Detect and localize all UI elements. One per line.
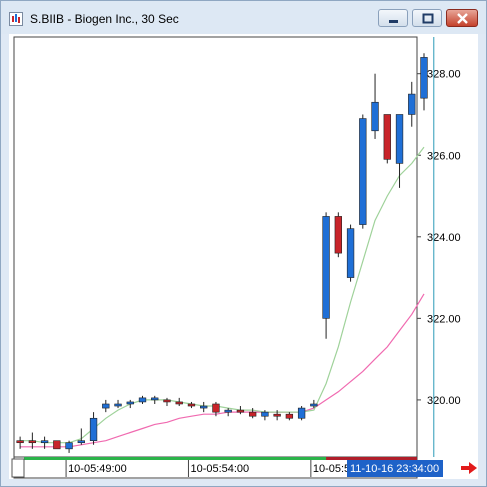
candle: [126, 401, 134, 405]
candle: [420, 57, 428, 99]
close-button[interactable]: [446, 9, 478, 27]
candle: [285, 413, 294, 419]
chart-client-area: 320.00 322.00 324.00 326.00 328.00 10-05:49:…: [9, 34, 478, 479]
candle: [65, 442, 73, 450]
scroll-right-arrow-icon[interactable]: [460, 461, 478, 475]
candle: [187, 403, 196, 407]
y-tick-label: 320.00: [427, 395, 461, 407]
candle: [212, 403, 220, 413]
y-tick-label: 326.00: [427, 150, 461, 162]
window-title: S.BIIB - Biogen Inc., 30 Sec: [30, 12, 179, 26]
candle: [297, 407, 306, 419]
plot-frame: [13, 36, 418, 457]
session-bar: [24, 457, 407, 460]
price-chart[interactable]: 320.00 322.00 324.00 326.00 328.00: [9, 34, 478, 457]
chart-app-icon: [9, 12, 23, 26]
sma-fast-line: [20, 146, 425, 444]
y-tick-label: 322.00: [427, 313, 461, 325]
candle: [359, 118, 367, 225]
candle: [310, 403, 318, 407]
candle: [40, 440, 49, 444]
maximize-button[interactable]: [412, 9, 442, 27]
candle: [53, 440, 61, 450]
candle: [28, 440, 37, 444]
candle: [395, 114, 404, 164]
crosshair-time-box: [347, 460, 443, 477]
sma-slow-line: [20, 293, 425, 448]
candle: [224, 409, 232, 413]
candle: [200, 405, 208, 409]
time-axis: 10-05:49:00 10-05:54:00 10-05:59:0011-10-1…: [11, 457, 443, 479]
candle: [408, 93, 416, 115]
candle: [346, 228, 355, 278]
candle: [248, 411, 257, 417]
maximize-icon: [422, 13, 434, 24]
candle: [114, 403, 122, 407]
crosshair-time-label: 11-10-16 23:34:00: [350, 463, 439, 475]
minimize-icon: [389, 20, 398, 23]
candle: [273, 413, 281, 417]
candle: [138, 397, 147, 403]
title-bar[interactable]: S.BIIB - Biogen Inc., 30 Sec: [1, 1, 486, 34]
session-bar-extended: [326, 457, 417, 460]
candle: [175, 401, 183, 405]
candle: [163, 399, 171, 403]
candle: [334, 216, 342, 254]
x-tick-label: 10-05:54:00: [190, 463, 249, 475]
candle: [371, 101, 379, 132]
candle: [151, 397, 159, 401]
candle: [16, 440, 24, 444]
x-tick-label: 10-05:49:00: [68, 463, 127, 475]
candle: [261, 411, 269, 417]
y-tick-label: 324.00: [427, 232, 461, 244]
y-tick-label: 328.00: [427, 69, 461, 81]
candle: [102, 403, 110, 409]
close-icon: [457, 13, 468, 24]
candle: [236, 409, 245, 413]
candle: [89, 417, 98, 441]
candle: [77, 440, 85, 444]
time-axis-scroll-box[interactable]: [11, 458, 25, 478]
candle: [322, 216, 330, 319]
candle: [383, 114, 391, 160]
minimize-button[interactable]: [378, 9, 408, 27]
